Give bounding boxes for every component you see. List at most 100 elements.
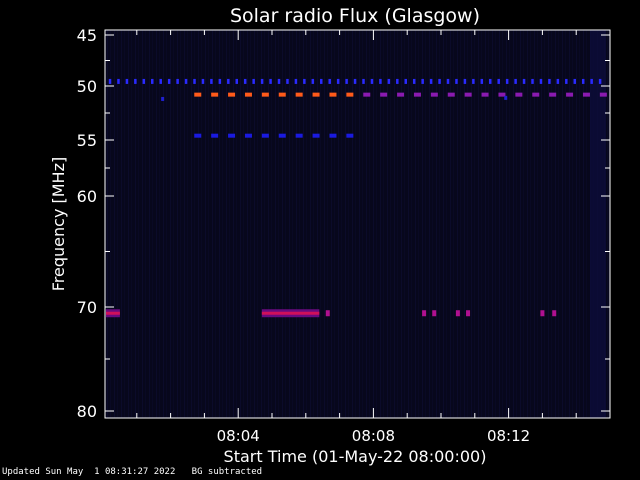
y-tick-label: 60 [77,187,97,206]
feature-layer [106,78,607,318]
dash-mark [582,92,590,97]
dot-mark [421,78,424,84]
dot-mark [328,78,331,84]
dot-mark [311,78,315,84]
dash-mark [599,92,607,97]
dot-mark [243,78,247,84]
dash-mark [549,92,557,97]
dot-mark [277,78,281,84]
dash-mark [312,133,320,138]
blip-mark [504,95,508,100]
dash-mark [194,92,202,97]
dot-mark [590,78,593,84]
x-axis: 08:04 08:08 08:12 [136,30,577,445]
dot-mark [167,78,171,84]
dot-mark [539,78,543,84]
dot-mark [573,78,577,84]
x-tick-label: 08:08 [352,427,395,445]
dot-mark [446,78,450,84]
dash-mark [295,133,303,138]
dash-mark [228,92,236,97]
dot-mark [404,78,408,84]
dot-mark [201,78,205,84]
dot-mark [370,78,374,84]
dot-mark [252,78,255,84]
dot-mark [345,78,348,84]
dot-mark [497,78,500,84]
dot-mark [598,78,602,84]
chart-title: Solar radio Flux (Glasgow) [230,5,480,27]
dot-mark [269,78,272,84]
dot-mark [142,78,146,84]
dot-mark [412,78,416,84]
dot-mark [151,78,154,84]
spot-mark [552,310,557,317]
dash-mark [430,92,438,97]
spot-mark [422,310,427,317]
dot-mark [134,78,137,84]
dot-mark [379,78,382,84]
dot-mark [387,78,391,84]
dot-mark [125,78,129,84]
dot-mark [548,78,551,84]
dot-mark [117,78,120,84]
spot-mark [540,310,545,317]
dash-mark [295,92,303,97]
dot-mark [463,78,467,84]
dot-mark [260,78,264,84]
dot-mark [218,78,222,84]
spot-mark [466,310,471,317]
dot-mark [455,78,458,84]
y-tick-label: 70 [77,298,97,317]
dash-mark [329,92,337,97]
dash-mark [244,133,252,138]
dash-mark [566,92,574,97]
dot-mark [362,78,365,84]
dash-mark [194,133,202,138]
dash-mark [464,92,472,97]
dot-mark [472,78,475,84]
x-axis-label: Start Time (01-May-22 08:00:00) [224,447,487,466]
dash-mark [211,133,219,138]
y-tick-label: 80 [77,402,97,421]
band-mark [261,311,320,315]
dot-mark [396,78,399,84]
footer-note: BG subtracted [191,467,263,477]
y-axis: 45 50 55 60 70 80 [77,26,610,421]
dot-mark [522,78,526,84]
blip-mark [161,96,165,101]
dash-mark [498,92,506,97]
dot-mark [320,78,323,84]
dash-mark [278,133,286,138]
y-tick-label: 55 [77,131,97,150]
dash-mark [228,133,236,138]
spot-mark [325,310,330,317]
dot-mark [227,78,230,84]
y-axis-label: Frequency [MHz] [49,157,68,291]
dash-mark [532,92,540,97]
dot-mark [184,78,188,84]
dot-mark [176,78,179,84]
band-mark [106,311,120,315]
plot-right-glow [590,30,606,418]
dash-mark [397,92,405,97]
x-tick-label: 08:04 [217,427,260,445]
spot-mark [455,310,460,317]
dot-mark [193,78,196,84]
dash-mark [312,92,320,97]
y-tick-label: 45 [77,26,97,45]
dash-mark [346,133,354,138]
dot-mark [353,78,357,84]
dot-mark [286,78,289,84]
dash-mark [413,92,421,97]
dot-mark [235,78,239,84]
dot-mark [159,78,162,84]
dash-mark [481,92,489,97]
footer-updated: Updated Sun May 1 08:31:27 2022 [2,467,176,477]
dash-mark [278,92,286,97]
dash-mark [447,92,455,97]
dash-mark [261,92,269,97]
x-tick-label: 08:12 [487,427,530,445]
plot-background [105,30,610,418]
